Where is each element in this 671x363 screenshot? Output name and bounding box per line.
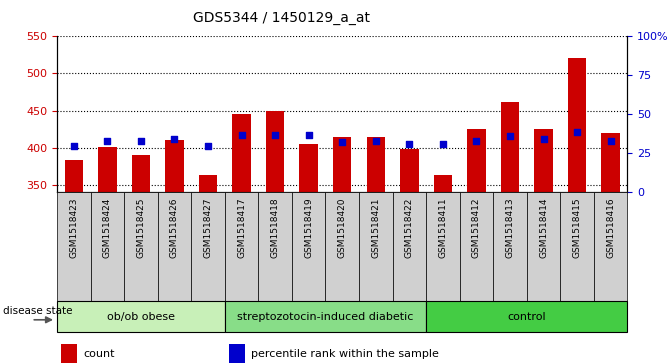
Bar (199, 175, 217, 192)
Text: GSM1518413: GSM1518413 (505, 198, 515, 258)
Bar (601, 133, 620, 192)
Point (169, 136, 180, 142)
Bar (232, 114, 251, 192)
Bar (393, 192, 426, 301)
Text: GSM1518417: GSM1518417 (237, 198, 246, 258)
Text: GSM1518425: GSM1518425 (136, 198, 146, 258)
Bar (400, 149, 419, 192)
Text: GSM1518421: GSM1518421 (371, 198, 380, 258)
Point (471, 138, 482, 144)
Bar (57, 301, 225, 332)
Point (605, 138, 616, 144)
Text: GSM1518426: GSM1518426 (170, 198, 179, 258)
Text: count: count (83, 349, 115, 359)
Bar (426, 301, 627, 332)
Point (538, 136, 549, 142)
Text: GSM1518416: GSM1518416 (606, 198, 615, 258)
Point (136, 138, 146, 144)
Bar (568, 58, 586, 192)
Point (203, 143, 213, 148)
Bar (594, 192, 627, 301)
Bar (225, 301, 426, 332)
Text: GSM1518422: GSM1518422 (405, 198, 414, 258)
Bar (433, 175, 452, 192)
Bar (560, 192, 594, 301)
Point (270, 132, 280, 138)
Bar (467, 129, 486, 192)
Text: GSM1518420: GSM1518420 (338, 198, 347, 258)
Bar (534, 129, 553, 192)
Bar (426, 192, 460, 301)
Bar (191, 192, 225, 301)
Bar (132, 155, 150, 192)
Bar (229, 344, 245, 363)
Bar (501, 102, 519, 192)
Text: GSM1518418: GSM1518418 (270, 198, 280, 258)
Text: percentile rank within the sample: percentile rank within the sample (251, 349, 439, 359)
Point (505, 133, 515, 139)
Bar (98, 147, 117, 192)
Text: GSM1518414: GSM1518414 (539, 198, 548, 258)
Bar (64, 160, 83, 192)
Text: GSM1518424: GSM1518424 (103, 198, 112, 258)
Text: GSM1518415: GSM1518415 (572, 198, 582, 258)
Bar (359, 192, 393, 301)
Text: ob/ob obese: ob/ob obese (107, 312, 175, 322)
Text: disease state: disease state (3, 306, 72, 316)
Point (68, 143, 79, 148)
Point (437, 141, 448, 147)
Bar (325, 192, 359, 301)
Bar (527, 192, 560, 301)
Bar (292, 192, 325, 301)
Point (236, 132, 247, 138)
Point (102, 138, 113, 144)
Point (404, 141, 415, 147)
Text: GSM1518419: GSM1518419 (304, 198, 313, 258)
Point (337, 139, 348, 145)
Point (303, 132, 314, 138)
Bar (333, 137, 352, 192)
Text: GSM1518412: GSM1518412 (472, 198, 481, 258)
Bar (366, 136, 385, 192)
Point (370, 138, 381, 144)
Bar (225, 192, 258, 301)
Bar (258, 192, 292, 301)
Text: GSM1518423: GSM1518423 (69, 198, 79, 258)
Bar (493, 192, 527, 301)
Bar (61, 344, 77, 363)
Text: GSM1518427: GSM1518427 (203, 198, 213, 258)
Bar (158, 192, 191, 301)
Text: GSM1518411: GSM1518411 (438, 198, 448, 258)
Bar (124, 192, 158, 301)
Point (572, 129, 582, 134)
Text: control: control (507, 312, 546, 322)
Bar (57, 192, 91, 301)
Text: streptozotocin-induced diabetic: streptozotocin-induced diabetic (238, 312, 413, 322)
Bar (299, 144, 318, 192)
Text: GDS5344 / 1450129_a_at: GDS5344 / 1450129_a_at (193, 11, 370, 25)
Bar (91, 192, 124, 301)
Bar (165, 140, 184, 192)
Bar (266, 111, 285, 192)
Bar (460, 192, 493, 301)
